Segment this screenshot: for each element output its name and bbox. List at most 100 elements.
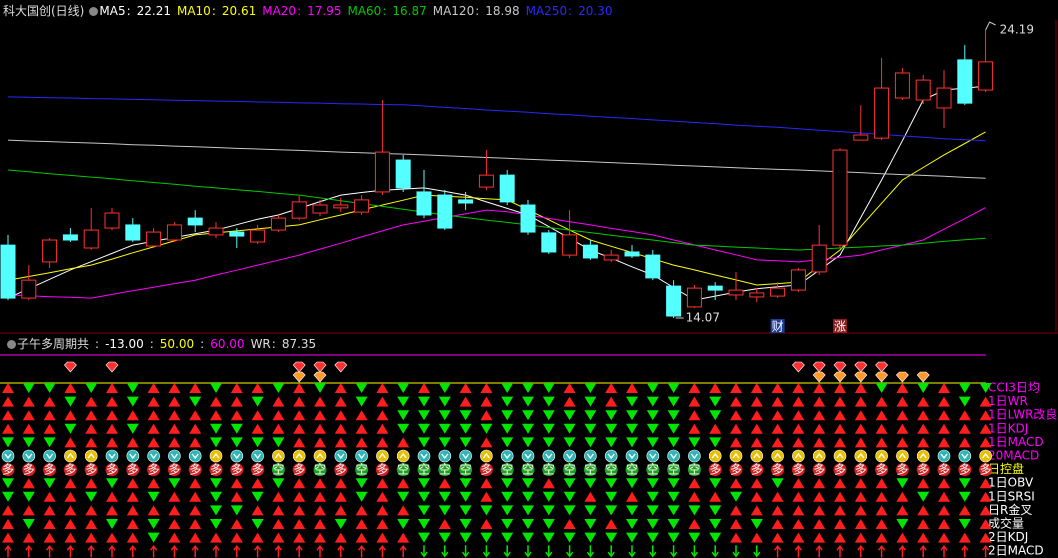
signal-text: 多 bbox=[23, 463, 35, 477]
signal-text: 空 bbox=[564, 463, 576, 477]
signal-arrow bbox=[66, 544, 74, 558]
signal-triangle bbox=[106, 396, 118, 407]
signal-triangle bbox=[626, 491, 638, 502]
signal-chevron bbox=[794, 452, 802, 459]
signal-circle bbox=[167, 463, 181, 477]
signal-triangle bbox=[85, 423, 98, 434]
signal-triangle bbox=[688, 491, 701, 502]
signal-triangle bbox=[854, 437, 867, 448]
signal-circle bbox=[916, 449, 930, 463]
candle-body bbox=[250, 229, 266, 243]
signal-triangle bbox=[667, 410, 680, 421]
signal-triangle bbox=[334, 505, 347, 516]
signal-triangle bbox=[979, 532, 992, 543]
signal-triangle bbox=[958, 410, 971, 421]
signal-triangle bbox=[917, 478, 930, 489]
signal-triangle bbox=[210, 396, 222, 407]
signal-triangle bbox=[501, 478, 514, 489]
signal-triangle bbox=[459, 383, 472, 393]
gem-signal bbox=[791, 361, 805, 373]
signal-triangle bbox=[730, 423, 742, 434]
signal-triangle bbox=[542, 478, 555, 489]
signal-triangle bbox=[626, 505, 638, 516]
gem-signal bbox=[334, 361, 348, 373]
signal-triangle bbox=[750, 532, 763, 543]
signal-triangle bbox=[293, 478, 306, 489]
signal-triangle bbox=[22, 532, 35, 543]
signal-circle bbox=[84, 463, 98, 477]
signal-triangle bbox=[168, 519, 181, 529]
candle-body bbox=[333, 204, 349, 209]
high-marker bbox=[985, 21, 996, 31]
signal-triangle bbox=[854, 396, 867, 407]
signal-arrow bbox=[4, 544, 12, 558]
legend-separator: : bbox=[382, 4, 387, 18]
row-label: 20MACD bbox=[988, 449, 1039, 463]
signal-triangle bbox=[251, 478, 264, 489]
signal-arrow bbox=[358, 544, 366, 558]
signal-text: 多 bbox=[730, 463, 742, 477]
signal-triangle bbox=[189, 410, 202, 421]
signal-triangle bbox=[355, 410, 368, 421]
signal-triangle bbox=[251, 396, 264, 407]
signal-circle bbox=[542, 449, 556, 463]
signal-triangle bbox=[64, 423, 77, 434]
signal-triangle bbox=[522, 410, 534, 421]
signal-circle bbox=[604, 449, 618, 463]
signal-triangle bbox=[376, 383, 389, 393]
signal-triangle bbox=[64, 410, 77, 421]
signal-triangle bbox=[438, 423, 451, 434]
signal-circle bbox=[105, 463, 119, 477]
signal-triangle bbox=[147, 491, 160, 502]
legend-value: 22.21 bbox=[136, 4, 171, 18]
signal-chevron bbox=[191, 453, 199, 460]
signal-triangle bbox=[210, 410, 222, 421]
signal-circle bbox=[147, 449, 160, 463]
candle-body bbox=[666, 285, 682, 317]
signal-triangle bbox=[750, 478, 763, 489]
signal-chevron bbox=[87, 452, 95, 459]
signal-triangle bbox=[834, 423, 846, 434]
signal-triangle bbox=[709, 410, 722, 421]
signal-triangle bbox=[522, 437, 534, 448]
signal-triangle bbox=[688, 437, 701, 448]
signal-triangle bbox=[646, 383, 659, 393]
signal-triangle bbox=[750, 410, 763, 421]
signal-triangle bbox=[834, 505, 846, 516]
signal-triangle bbox=[646, 437, 659, 448]
signal-triangle bbox=[168, 396, 181, 407]
signal-triangle bbox=[334, 383, 347, 393]
signal-triangle bbox=[334, 491, 347, 502]
signal-chevron bbox=[774, 452, 782, 459]
candle-body bbox=[146, 231, 162, 247]
signal-triangle bbox=[85, 410, 98, 421]
signal-triangle bbox=[626, 423, 638, 434]
signal-triangle bbox=[480, 491, 493, 502]
signal-chevron bbox=[545, 453, 553, 460]
signal-triangle bbox=[43, 423, 56, 434]
signal-arrow bbox=[524, 545, 532, 558]
signal-circle bbox=[958, 463, 972, 477]
signal-circle bbox=[188, 449, 202, 463]
signal-arrow bbox=[898, 544, 906, 558]
signal-triangle bbox=[480, 532, 493, 543]
candle-body bbox=[478, 174, 494, 188]
signal-circle bbox=[271, 463, 285, 477]
signal-triangle bbox=[189, 491, 202, 502]
signal-triangle bbox=[979, 519, 992, 529]
candle-body bbox=[270, 217, 286, 231]
candle-body bbox=[291, 201, 307, 219]
signal-circle bbox=[480, 449, 493, 463]
signal-triangle bbox=[792, 532, 805, 543]
signal-triangle bbox=[126, 478, 139, 489]
signal-triangle bbox=[896, 532, 909, 543]
signal-triangle bbox=[584, 478, 597, 489]
signal-triangle bbox=[813, 423, 826, 434]
signal-triangle bbox=[522, 491, 534, 502]
signal-circle bbox=[895, 463, 909, 477]
signal-triangle bbox=[147, 423, 160, 434]
signal-chevron bbox=[129, 453, 137, 460]
signal-triangle bbox=[230, 532, 243, 543]
ma-line bbox=[7, 139, 986, 179]
signal-triangle bbox=[293, 491, 306, 502]
